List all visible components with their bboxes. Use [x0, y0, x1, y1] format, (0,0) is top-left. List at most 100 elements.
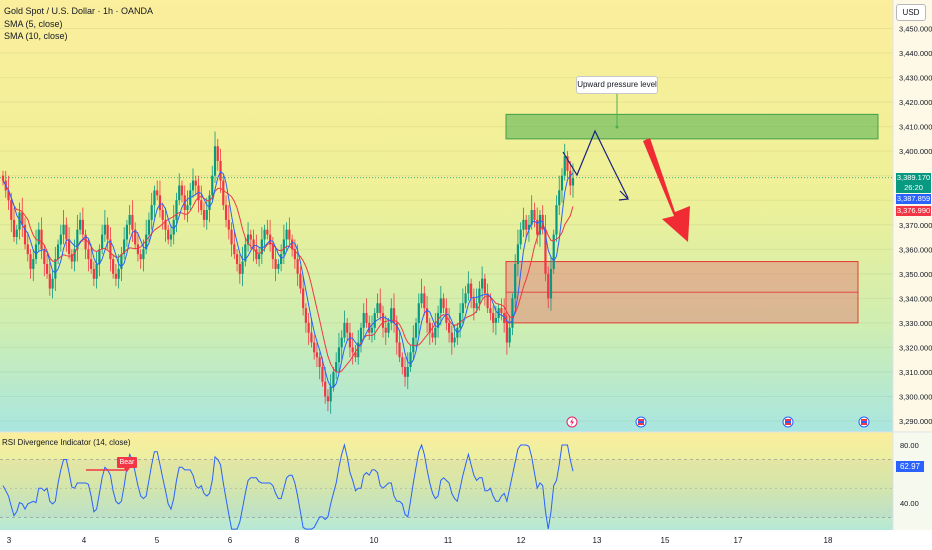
price-zones: [505, 113, 879, 324]
lightning-icon: [570, 418, 574, 426]
candle-body: [224, 205, 228, 220]
candle-body: [101, 234, 104, 250]
candle-body: [114, 273, 117, 279]
candle-body: [445, 308, 448, 323]
price-tick-label: 3,400.000: [899, 147, 932, 156]
candle-body: [246, 234, 250, 245]
candle-body: [73, 249, 76, 262]
symbol-title[interactable]: Gold Spot / U.S. Dollar · 1h · OANDA: [4, 6, 154, 16]
candle-body: [503, 313, 506, 323]
candle-body: [439, 298, 442, 314]
candle-body: [373, 313, 376, 328]
flag-stripe: [785, 423, 791, 425]
candle-body: [109, 239, 112, 260]
candle-body: [26, 244, 29, 255]
sma-5-legend[interactable]: SMA (5, close): [4, 18, 63, 29]
candle-body: [43, 249, 46, 264]
candle-body: [161, 210, 164, 220]
candle-body: [23, 224, 27, 245]
candle-body: [395, 322, 398, 343]
sma-10-line: [2, 180, 574, 373]
candle-body: [288, 229, 291, 240]
rsi-tick-label: 80.00: [900, 441, 919, 450]
candle-body: [522, 219, 525, 230]
candle-body: [128, 214, 131, 225]
candle-body: [384, 327, 387, 333]
candle-body: [191, 180, 195, 191]
candle-body: [403, 367, 407, 377]
candle-body: [70, 254, 73, 262]
candle-body: [494, 317, 497, 323]
price-axis-ticks: 3,450.000 3,440.000 3,430.000 3,420.000 3,41…: [899, 25, 932, 427]
candle-body: [464, 293, 467, 304]
candle-body: [533, 210, 536, 220]
candle-body: [241, 261, 244, 274]
candle-body: [508, 327, 511, 343]
candle-body: [76, 229, 79, 250]
chart-legend: Gold Spot / U.S. Dollar · 1h · OANDA SMA…: [4, 5, 153, 43]
candle-body: [428, 322, 431, 333]
candle-body: [213, 146, 217, 176]
candle-body: [381, 313, 385, 328]
candle-body: [571, 178, 575, 186]
candle-body: [566, 156, 569, 171]
sma-10-legend[interactable]: SMA (10, close): [4, 31, 68, 41]
candle-body: [117, 268, 120, 279]
candle-body: [134, 229, 137, 245]
candle-body: [555, 205, 558, 235]
candle-body: [470, 283, 473, 299]
candle-body: [335, 362, 338, 372]
candle-body: [233, 244, 236, 255]
candle-body: [326, 396, 330, 402]
drawing-tools[interactable]: [562, 92, 690, 242]
candle-body: [123, 239, 126, 255]
candle-body: [194, 180, 197, 186]
candle-body: [459, 313, 462, 328]
event-markers[interactable]: [566, 416, 870, 428]
candle-body: [48, 273, 51, 289]
candle-body: [282, 239, 285, 255]
candle-body: [481, 278, 484, 289]
candle-body: [169, 234, 173, 240]
candle-body: [120, 254, 123, 269]
flag-stripe: [638, 419, 644, 421]
candle-body: [7, 190, 10, 201]
candle-body: [238, 264, 241, 274]
candle-body: [475, 303, 478, 309]
candle-body: [180, 185, 184, 196]
candle-body: [249, 234, 252, 240]
candle-body: [277, 264, 280, 269]
candle-body: [453, 337, 456, 343]
bar-countdown-label: 26:20: [896, 183, 931, 193]
candle-body: [472, 298, 475, 309]
upward-pressure-callout[interactable]: Upward pressure level: [576, 76, 658, 94]
candle-body: [390, 308, 393, 323]
candle-body: [139, 254, 142, 260]
candle-body: [12, 219, 16, 238]
candle-body: [208, 195, 211, 211]
time-axis-label: 18: [824, 536, 833, 545]
candle-body: [29, 254, 32, 269]
candle-body: [497, 308, 500, 318]
rsi-indicator-title[interactable]: RSI Divergence Indicator (14, close): [2, 438, 131, 447]
candle-body: [21, 212, 24, 225]
moving-average-lines: [0, 171, 893, 389]
time-axis-label: 15: [661, 536, 670, 545]
candle-body: [280, 254, 283, 264]
candle-body: [362, 313, 365, 328]
candle-body: [227, 219, 230, 230]
price-tick-label: 3,360.000: [899, 245, 932, 254]
currency-selector[interactable]: USD: [896, 4, 926, 21]
candle-body: [106, 224, 109, 240]
candle-body: [293, 249, 296, 260]
price-tick-label: 3,340.000: [899, 294, 932, 303]
candle-body: [269, 234, 272, 245]
candle-body: [147, 219, 151, 235]
projection-arrowhead: [618, 190, 630, 201]
last-price-label: 3,389.170: [896, 173, 931, 183]
candle-body: [1, 175, 5, 181]
candle-body: [255, 249, 258, 260]
candle-body: [291, 239, 294, 250]
candle-body: [467, 283, 470, 294]
